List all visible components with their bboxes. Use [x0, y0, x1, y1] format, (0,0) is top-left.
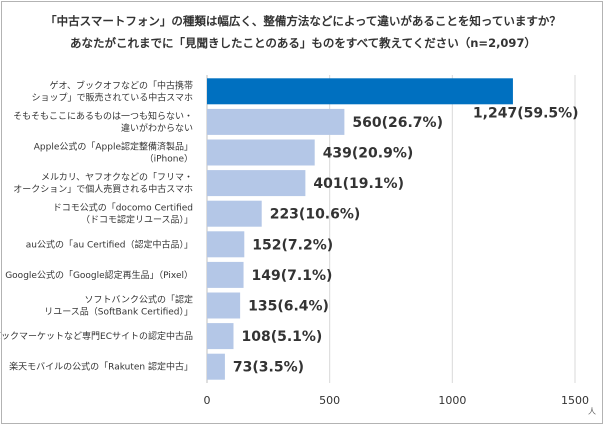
data-label: 401(19.1%) — [313, 176, 404, 192]
data-label: 108(5.1%) — [241, 329, 322, 345]
category-label: ゲオ、ブックオフなどの「中古携帯ショップ」で販売されている中古スマホ — [32, 79, 193, 103]
bar — [207, 139, 315, 166]
chart-title: 「中古スマートフォン」の種類は幅広く、整備方法などによって違いがあることを知って… — [45, 14, 561, 28]
category-label: Apple公式の「Apple認定整備済製品」（iPhone） — [34, 141, 193, 165]
category-label: 楽天モバイルの公式の「Rakuten 認定中古」 — [9, 361, 193, 373]
category-label: ソフトバンク公式の「認定リユース品（SoftBank Certified）」 — [44, 294, 193, 318]
bar — [207, 170, 306, 197]
category-label: そもそもここにあるものは一つも知らない・違いがわからない — [13, 110, 193, 134]
bar — [207, 108, 345, 135]
category-label: au公式の「au Certified（認定中古品）」 — [26, 238, 193, 250]
bar — [207, 261, 244, 288]
x-tick-label: 500 — [319, 394, 340, 407]
data-label: 439(20.9%) — [323, 146, 414, 162]
data-label: 560(26.7%) — [352, 115, 443, 131]
data-label: 73(3.5%) — [233, 360, 304, 376]
category-label: バックマーケットなど専門ECサイトの認定中古品 — [0, 330, 193, 342]
data-label: 152(7.2%) — [252, 237, 333, 253]
bar — [207, 353, 225, 380]
category-label: ドコモ公式の「docomo Certified （ドコモ認定リユース品）」 — [53, 202, 193, 226]
bar — [207, 231, 245, 258]
x-tick-label: 0 — [204, 394, 211, 407]
chart-subtitle: あなたがこれまでに「見聞きしたことのある」ものをすべて教えてください（n=2,0… — [70, 36, 536, 50]
bar — [207, 200, 262, 227]
bar — [207, 78, 513, 105]
x-unit-label: 人 — [588, 407, 596, 416]
data-label: 149(7.1%) — [252, 268, 333, 284]
bar — [207, 323, 234, 350]
data-label: 1,247(59.5%) — [473, 105, 579, 121]
category-label: メルカリ、ヤフオクなどの「フリマ・オークション」で個人売買される中古スマホ — [13, 172, 193, 195]
category-label: Google公式の「Google認定再生品」（Pixel） — [5, 269, 193, 281]
data-label: 135(6.4%) — [248, 299, 329, 315]
data-label: 223(10.6%) — [270, 207, 361, 223]
x-tick-label: 1500 — [561, 394, 589, 407]
bar — [207, 292, 241, 319]
x-tick-label: 1000 — [438, 394, 466, 407]
